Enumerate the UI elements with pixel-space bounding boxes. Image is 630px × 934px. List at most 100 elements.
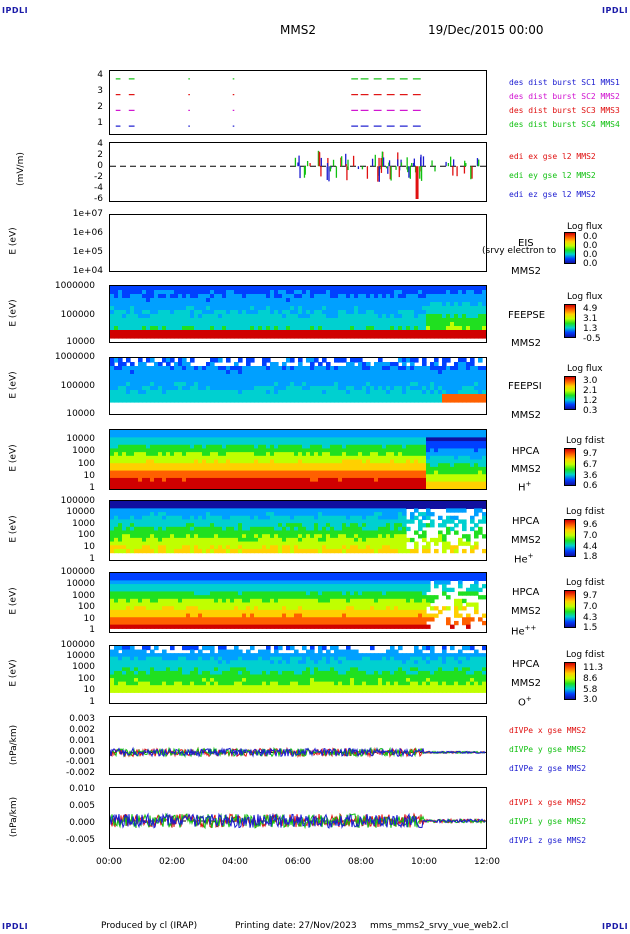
spectrogram-cell [242,294,247,299]
spectrogram-cell [450,485,455,489]
spectrogram-cell [258,386,263,391]
spectrogram-cell [226,463,231,468]
spectrogram-cell [466,286,471,291]
spectrogram-cell [222,306,227,311]
spectrogram-cell [414,466,419,472]
spectrogram-cell [182,523,187,528]
spectrogram-cell [290,294,295,299]
spectrogram-cell [238,314,243,319]
spectrogram-cell [326,433,331,438]
spectrogram-cell [142,501,147,506]
spectrogram-cell [374,437,379,442]
spectrogram-cell [310,452,315,457]
spectrogram-cell [382,530,387,535]
spectrogram-cell [306,366,311,371]
spectrogram-cell [414,474,419,479]
spectrogram-cell [482,470,486,475]
spectrogram-cell [418,366,423,371]
spectrogram-cell [114,481,119,486]
spectrogram-cell [118,330,123,335]
spectrogram-cell [110,314,115,319]
spectrogram-cell [422,314,427,319]
spectrogram-cell [138,441,143,446]
spectrogram-cell [178,515,183,521]
spectrogram-cell [446,366,451,371]
spectrogram-cell [430,286,435,291]
spectrogram-cell [190,441,195,446]
spectrogram-cell [470,474,475,479]
spectrogram-cell [470,358,475,363]
spectrogram-cell [458,310,463,315]
spectrogram-cell [342,477,347,483]
spectrogram-cell [446,390,451,395]
spectrogram-cell [278,310,283,315]
spectrogram-cell [310,523,315,528]
spectrogram-cell [174,382,179,387]
spectrogram-cell [410,366,415,371]
spectrogram-cell [418,310,423,315]
spectrogram-cell [338,433,343,438]
spectrogram-cell [298,326,303,331]
spectrogram-cell [174,394,179,399]
spectrogram-cell [450,286,455,291]
spectrogram-cell [242,504,247,509]
spectrogram-cell [286,318,291,323]
spectrogram-cell [470,382,475,387]
spectrogram-cell [382,362,387,367]
spectrogram-cell [190,545,195,550]
spectrogram-cell [430,519,435,524]
spectrogram-cell [334,374,339,379]
spectrogram-cell [426,508,431,513]
spectrogram-cell [118,545,123,550]
spectrogram-cell [466,444,471,450]
spectrogram-cell [386,322,391,327]
spectrogram-cell [350,537,355,543]
spectrogram-cell [394,534,399,539]
spectrogram-cell [438,466,443,472]
spectrogram-cell [158,526,163,532]
spectrogram-cell [470,481,475,486]
spectrogram-cell [142,362,147,367]
spectrogram-cell [226,523,231,528]
spectrogram-cell [458,386,463,391]
spectrogram-cell [134,444,139,450]
spectrogram-cell [126,437,131,442]
spectrogram-cell [350,504,355,509]
spectrogram-cell [182,477,187,483]
spectrogram-cell [126,474,131,479]
spectrogram-cell [350,523,355,528]
spectrogram-cell [466,290,471,295]
spectrogram-cell [378,302,383,307]
spectrogram-cell [326,523,331,528]
spectrogram-cell [434,362,439,367]
spectrogram-cell [138,515,143,521]
spectrogram-cell [274,537,279,543]
feepsi-sc: MMS2 [511,410,541,421]
spectrogram-cell [386,485,391,489]
spectrogram-cell [178,523,183,528]
spectrogram-cell [190,452,195,457]
spectrogram-cell [258,501,263,506]
spectrogram-cell [214,322,219,327]
spectrogram-cell [322,444,327,450]
spectrogram-cell [214,526,219,532]
spectrogram-cell [398,306,403,311]
spectrogram-cell [298,430,303,435]
spectrogram-cell [334,530,339,535]
spectrogram-cell [370,398,375,403]
spectrogram-cell [282,437,287,442]
spectrogram-cell [270,394,275,399]
spectrogram-cell [270,310,275,315]
spectrogram-cell [466,459,471,464]
spectrogram-cell [170,477,175,483]
spectrogram-cell [218,430,223,435]
spectrogram-cell [198,286,203,291]
spectrogram-cell [186,466,191,472]
spectrogram-cell [254,455,259,461]
spectrogram-cell [366,398,371,403]
spectrogram-cell [350,378,355,383]
spectrogram-cell [386,501,391,506]
spectrogram-cell [174,477,179,483]
spectrogram-cell [354,455,359,461]
spectrogram-cell [154,322,159,327]
